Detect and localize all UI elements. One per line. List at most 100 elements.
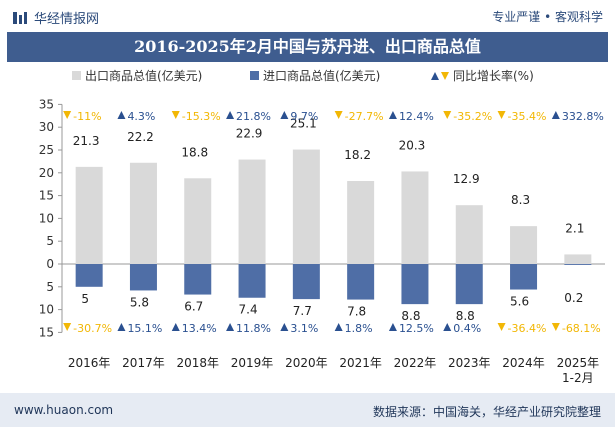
export-value-label: 12.9 [453, 172, 480, 186]
legend-import-label: 进口商品总值(亿美元) [263, 68, 380, 83]
legend-growth-label: 同比增长率(%) [453, 68, 534, 83]
import-value-label: 8.8 [456, 309, 475, 323]
x-category-label: 2024年 [502, 356, 545, 370]
import-bar [401, 264, 429, 305]
export-growth-up-icon [551, 111, 560, 119]
y-tick-label: 10 [39, 303, 54, 317]
footer-source: 数据来源：中国海关，华经产业研究院整理 [372, 405, 601, 419]
import-bar [238, 264, 266, 298]
export-bar [75, 166, 103, 264]
import-growth-up-icon [171, 323, 180, 331]
import-value-label: 0.2 [564, 291, 583, 305]
title-bar: 2016-2025年2月中国与苏丹进、出口商品总值 [7, 32, 608, 62]
export-growth-label: -15.3% [182, 110, 221, 123]
export-growth-label: -35.4% [508, 110, 547, 123]
export-growth-label: 12.4% [399, 110, 434, 123]
import-value-label: 7.7 [293, 304, 312, 318]
export-growth-label: -11% [73, 110, 101, 123]
import-growth-label: 13.4% [182, 322, 217, 335]
y-tick-label: 0 [46, 257, 54, 271]
brand: 华经情报网 [12, 8, 99, 27]
export-value-label: 18.8 [181, 145, 208, 159]
chart-title: 2016-2025年2月中国与苏丹进、出口商品总值 [134, 37, 481, 56]
import-value-label: 6.7 [184, 300, 203, 314]
import-growth-down-icon [63, 323, 72, 331]
brand-name: 华经情报网 [34, 12, 100, 27]
import-bar [510, 264, 538, 290]
import-growth-label: -30.7% [73, 322, 112, 335]
y-tick-label: 30 [39, 120, 54, 134]
import-growth-up-icon [226, 323, 235, 331]
export-value-label: 2.1 [565, 221, 584, 235]
chart-area: 出口商品总值(亿美元) 进口商品总值(亿美元) 同比增长率(%) 35 30 25 20 15… [39, 68, 605, 385]
export-value-label: 21.3 [73, 134, 100, 148]
import-value-label: 5.6 [510, 295, 529, 309]
import-bar [347, 264, 375, 300]
y-tick-label: 35 [39, 97, 54, 111]
import-growth-label: 15.1% [127, 322, 162, 335]
import-growth-down-icon [551, 323, 560, 331]
import-growth-up-icon [334, 323, 343, 331]
import-growth-label: -36.4% [508, 322, 547, 335]
slogan: 专业严谨 • 客观科学 [492, 10, 603, 24]
export-bar [292, 149, 320, 264]
import-growth-up-icon [117, 323, 126, 331]
export-growth-down-icon [443, 111, 452, 119]
footer-bar: www.huaon.com 数据来源：中国海关，华经产业研究院整理 [0, 393, 615, 427]
export-bar [564, 254, 592, 264]
export-bar [184, 178, 212, 264]
import-growth-label: 11.8% [236, 322, 271, 335]
export-bar [347, 181, 375, 264]
export-growth-label: 9.7% [290, 110, 318, 123]
legend-export-label: 出口商品总值(亿美元) [85, 68, 202, 83]
x-category-label: 2018年 [176, 356, 219, 370]
export-growth-up-icon [226, 111, 235, 119]
import-value-label: 8.8 [401, 309, 420, 323]
export-growth-up-icon [388, 111, 397, 119]
export-value-label: 22.9 [236, 127, 263, 141]
export-growth-down-icon [497, 111, 506, 119]
export-growth-down-icon [334, 111, 343, 119]
export-bar [455, 205, 483, 264]
export-growth-label: 332.8% [562, 110, 604, 123]
export-growth-up-icon [280, 111, 289, 119]
import-growth-label: -68.1% [562, 322, 601, 335]
export-value-label: 18.2 [344, 148, 371, 162]
export-growth-down-icon [171, 111, 180, 119]
export-value-label: 20.3 [399, 138, 426, 152]
x-category-label: 2016年 [68, 356, 111, 370]
y-tick-label: 10 [39, 211, 54, 225]
legend-down-arrow-icon [441, 72, 449, 80]
x-category-label: 2020年 [285, 356, 328, 370]
x-category-label: 2023年 [448, 356, 491, 370]
import-growth-label: 12.5% [399, 322, 434, 335]
x-category-label: 2021年 [339, 356, 382, 370]
import-bar [292, 264, 320, 300]
import-growth-up-icon [443, 323, 452, 331]
export-value-label: 22.2 [127, 130, 154, 144]
export-growth-up-icon [117, 111, 126, 119]
import-growth-label: 0.4% [453, 322, 481, 335]
legend-up-arrow-icon [431, 72, 439, 80]
import-value-label: 5 [81, 292, 89, 306]
x-category-label: 2022年 [394, 356, 437, 370]
export-growth-label: 21.8% [236, 110, 271, 123]
import-growth-down-icon [497, 323, 506, 331]
legend-import-swatch [250, 71, 259, 80]
brand-logo-icon [13, 11, 27, 24]
import-value-label: 5.8 [130, 295, 149, 309]
y-tick-label: 15 [39, 325, 54, 339]
footer-website[interactable]: www.huaon.com [14, 403, 114, 417]
x-category-label: 2019年 [231, 356, 274, 370]
export-growth-label: 4.3% [127, 110, 155, 123]
y-tick-label: 20 [39, 166, 54, 180]
import-growth-label: 3.1% [290, 322, 318, 335]
import-growth-label: 1.8% [345, 322, 373, 335]
export-value-label: 25.1 [290, 117, 317, 131]
y-tick-label: 15 [39, 189, 54, 203]
export-value-label: 8.3 [511, 193, 530, 207]
import-value-label: 7.4 [239, 303, 258, 317]
import-value-label: 7.8 [347, 305, 366, 319]
export-growth-label: -27.7% [345, 110, 384, 123]
legend-export-swatch [72, 71, 81, 80]
